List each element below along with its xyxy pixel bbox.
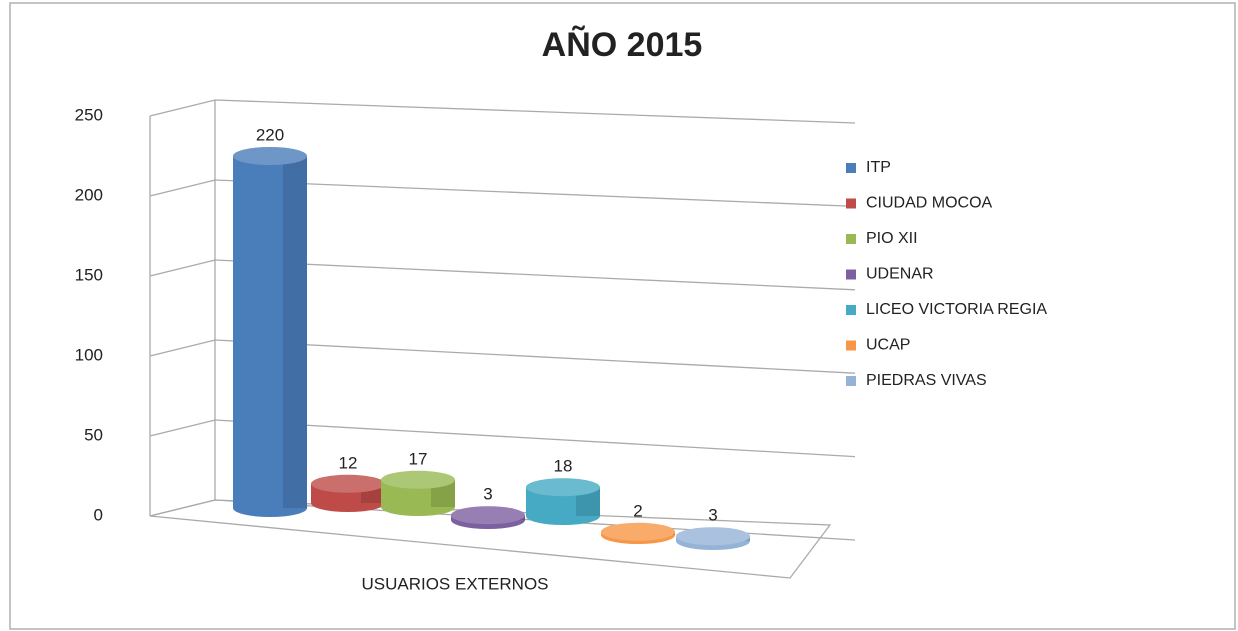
legend-label: PIO XII xyxy=(866,230,918,247)
cylinder xyxy=(233,147,307,517)
legend-label: CIUDAD MOCOA xyxy=(866,195,993,212)
data-label: 18 xyxy=(554,457,573,476)
cylinder-body xyxy=(526,487,600,525)
chart-title: AÑO 2015 xyxy=(542,26,703,64)
cylinder-top xyxy=(233,147,307,165)
grid-line xyxy=(149,339,856,374)
cylinder xyxy=(526,478,600,525)
cylinder xyxy=(676,527,750,550)
cylinder-top xyxy=(601,522,675,541)
y-tick-label: 50 xyxy=(84,425,103,444)
cylinder-top-highlight xyxy=(676,527,750,546)
cylinder xyxy=(451,506,525,529)
y-tick-label: 0 xyxy=(94,505,103,524)
legend-label: UCAP xyxy=(866,337,910,354)
legend-label: LICEO VICTORIA REGIA xyxy=(866,301,1047,318)
cylinder-top xyxy=(451,506,525,525)
cylinder-body xyxy=(381,479,455,516)
cylinder-top xyxy=(381,470,455,489)
legend-swatch xyxy=(846,163,856,173)
cylinder-top-highlight xyxy=(526,478,600,497)
legend-swatch xyxy=(846,340,856,351)
data-label: 220 xyxy=(256,125,284,144)
cylinder xyxy=(311,474,385,512)
legend-swatch xyxy=(846,269,856,280)
grid-line xyxy=(149,419,856,458)
cylinder-top-highlight xyxy=(311,474,385,493)
cylinder-top xyxy=(526,478,600,497)
legend-label: PIEDRAS VIVAS xyxy=(866,372,987,389)
data-label: 17 xyxy=(409,449,428,468)
cylinder-top-highlight xyxy=(451,506,525,525)
y-tick-label: 150 xyxy=(75,265,103,284)
cylinder-top-highlight xyxy=(233,147,307,165)
x-category-label: USUARIOS EXTERNOS xyxy=(361,574,548,593)
legend-label: UDENAR xyxy=(866,266,934,283)
cylinder-body xyxy=(233,156,307,517)
data-label: 3 xyxy=(483,485,492,504)
y-tick-label: 100 xyxy=(75,345,103,364)
y-tick-label: 250 xyxy=(75,105,103,124)
legend-swatch xyxy=(846,234,856,244)
cylinder xyxy=(381,470,455,516)
cylinder-top-highlight xyxy=(601,522,675,541)
cylinder-shade xyxy=(282,156,307,508)
data-label: 12 xyxy=(339,453,358,472)
y-tick-label: 200 xyxy=(75,185,103,204)
grid-line xyxy=(149,259,856,291)
legend-label: ITP xyxy=(866,159,891,176)
cylinder-top xyxy=(311,474,385,493)
data-label: 3 xyxy=(708,506,717,525)
cylinder-top xyxy=(676,527,750,546)
legend-swatch xyxy=(846,305,856,315)
cylinder-top-highlight xyxy=(381,470,455,489)
grid-line xyxy=(149,179,856,208)
data-label: 2 xyxy=(633,501,642,520)
legend-swatch xyxy=(846,198,856,209)
legend-swatch xyxy=(846,376,856,386)
cylinder xyxy=(601,522,675,544)
grid-line xyxy=(149,99,856,124)
chart-border xyxy=(9,2,1236,630)
